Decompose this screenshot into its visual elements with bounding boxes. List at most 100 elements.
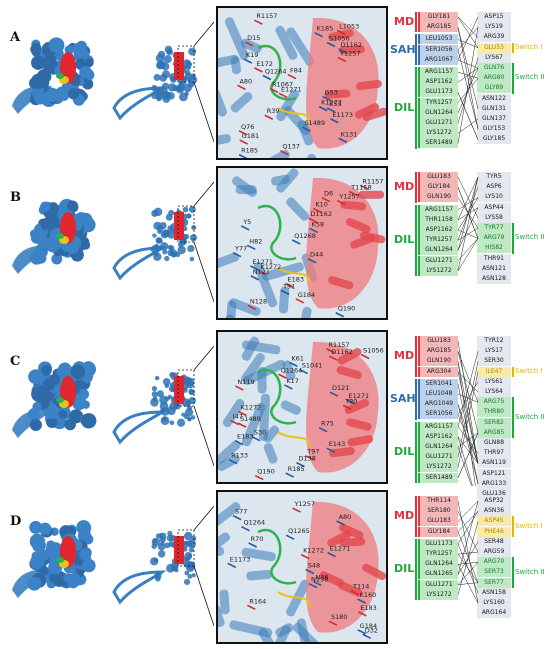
zoom-residue-label: R133 [231,452,248,460]
partner-residue-box: GLN88 [477,438,511,448]
residue-stick [299,368,309,375]
partner-residue-box: SER73 [477,567,511,578]
residue-stick [278,373,287,379]
group-label-md: MD [394,349,415,363]
zoom-residue-label: R1157 [256,12,277,20]
residue-stick [246,604,256,611]
interaction-line [457,57,479,124]
interaction-line [457,16,479,38]
switch-label-s1: Switch I [515,366,543,375]
residue-stick [313,580,322,587]
panel-label: C [10,354,21,369]
residue-stick [251,435,261,442]
zoom-residue-label: D1162 [340,41,362,49]
group-label-dil: DIL [394,562,415,576]
residue-box-dil: SER1489 [418,472,458,483]
switch-label-s2: Switch II [515,73,545,82]
zoom-residue-label: N128 [250,297,267,305]
zoom-residue-label: S180 [331,613,348,621]
residue-stick [237,422,247,428]
switch2-loop [257,368,297,425]
group-label-dil: DIL [394,100,415,114]
switch-bracket-s2 [512,397,514,438]
switch-label-s2: Switch II [515,233,545,242]
partner-residue-box: ARG85 [477,427,511,438]
zoom-residue-label: Q1264 [281,366,303,374]
switch-bracket-s2 [512,223,514,254]
partner-residue-box: SER48 [477,536,511,547]
zoom-residue-label: D1162 [311,210,333,218]
partner-residue-box: GLY185 [477,134,511,145]
interaction-line [457,92,479,140]
cartoon-tail [112,410,167,445]
zoom-residue-label: Q1264 [243,519,265,527]
zoom-residue-label: T97 [306,448,319,456]
protein-surface-view [12,198,96,274]
partner-residue-box: GLU136 [477,489,511,499]
residue-stick [318,105,328,112]
residue-box-dil: GLN1264 [418,245,458,256]
residue-stick [295,298,305,304]
dil-surface-region [56,73,64,79]
zoom-residue-label: T1158 [350,184,372,192]
interaction-line [457,341,479,464]
partner-residue-box: LYS64 [477,387,511,397]
zoom-connector-top [193,22,214,47]
partner-residue-box: ASN119 [477,458,511,469]
residue-stick [357,598,366,604]
residue-stick [326,107,336,113]
zoom-residue-label: R75 [321,420,334,428]
zoom-inset-drawing: Y1257 S77 A80 Q1264 Q1265 R70 E1271 K1272 E1173 S… [218,500,386,642]
md-cartoon-region [306,177,379,309]
interaction-line [457,49,479,130]
partner-residue-box: ASN121 [477,263,511,274]
zoom-residue-label: E1271 [252,258,273,266]
zoom-inset: R1157 L1053 K185 D15 S1056 D1162 Y1257 K19 E172 F… [216,6,388,160]
interaction-line [457,447,472,486]
interaction-line [457,414,479,464]
zoom-residue-label: N36 [315,573,328,581]
zoom-residue-label: E1271 [348,392,369,400]
zoom-residue-label: Y1257 [293,500,315,508]
residue-stick [230,419,240,426]
residue-stick [296,461,305,468]
zoom-inset: R1157 T1158 D6 Y1257 K10 D1162 Y5 K58 Q1268 H82 Y7… [216,166,388,320]
residue-stick [307,258,317,264]
zoom-connector-top [193,346,214,371]
partner-residue-box: LYS10 [477,192,511,203]
zoom-residue-label: K10 [315,201,328,209]
residue-box-dil: GLU1173 [418,538,458,549]
residue-stick [278,92,288,99]
switch2-loop [257,528,297,585]
residue-stick [280,289,290,296]
group-bracket [415,12,417,33]
zoom-residue-label: K58 [312,220,325,228]
interaction-line [457,553,479,583]
zoom-residue-label: K185 [317,25,334,33]
residue-stick [264,114,274,120]
residue-stick [346,399,355,405]
zoom-residue-label: E183 [237,433,254,441]
interaction-line [457,371,479,464]
zoom-residue-label: N158 [311,576,328,584]
residue-stick [329,391,339,397]
inset-marker-box [177,45,195,83]
residue-box-dil: GLU1271 [418,118,458,128]
protein-cartoon-view [112,22,214,142]
residue-box-dil: GLU1271 [418,579,458,590]
residue-box-md: THR114 [418,496,458,506]
interaction-line [457,227,479,241]
residue-box-md: GLY184 [418,182,458,193]
dil-surface-region [56,557,64,563]
interaction-line [457,511,479,545]
residue-box-dil: TYR1257 [418,549,458,559]
zoom-residue-label: Q76 [241,123,254,131]
residue-stick [338,48,347,54]
zoom-residue-label: D6 [324,190,333,198]
zoom-residue-label: D138 [298,455,315,463]
residue-box-dil: ASP1162 [418,77,458,88]
residue-stick [312,207,322,214]
residue-box-sah: SER1041 [418,378,458,389]
residue-stick [348,190,358,197]
residue-box-md: GLU183 [418,336,458,346]
